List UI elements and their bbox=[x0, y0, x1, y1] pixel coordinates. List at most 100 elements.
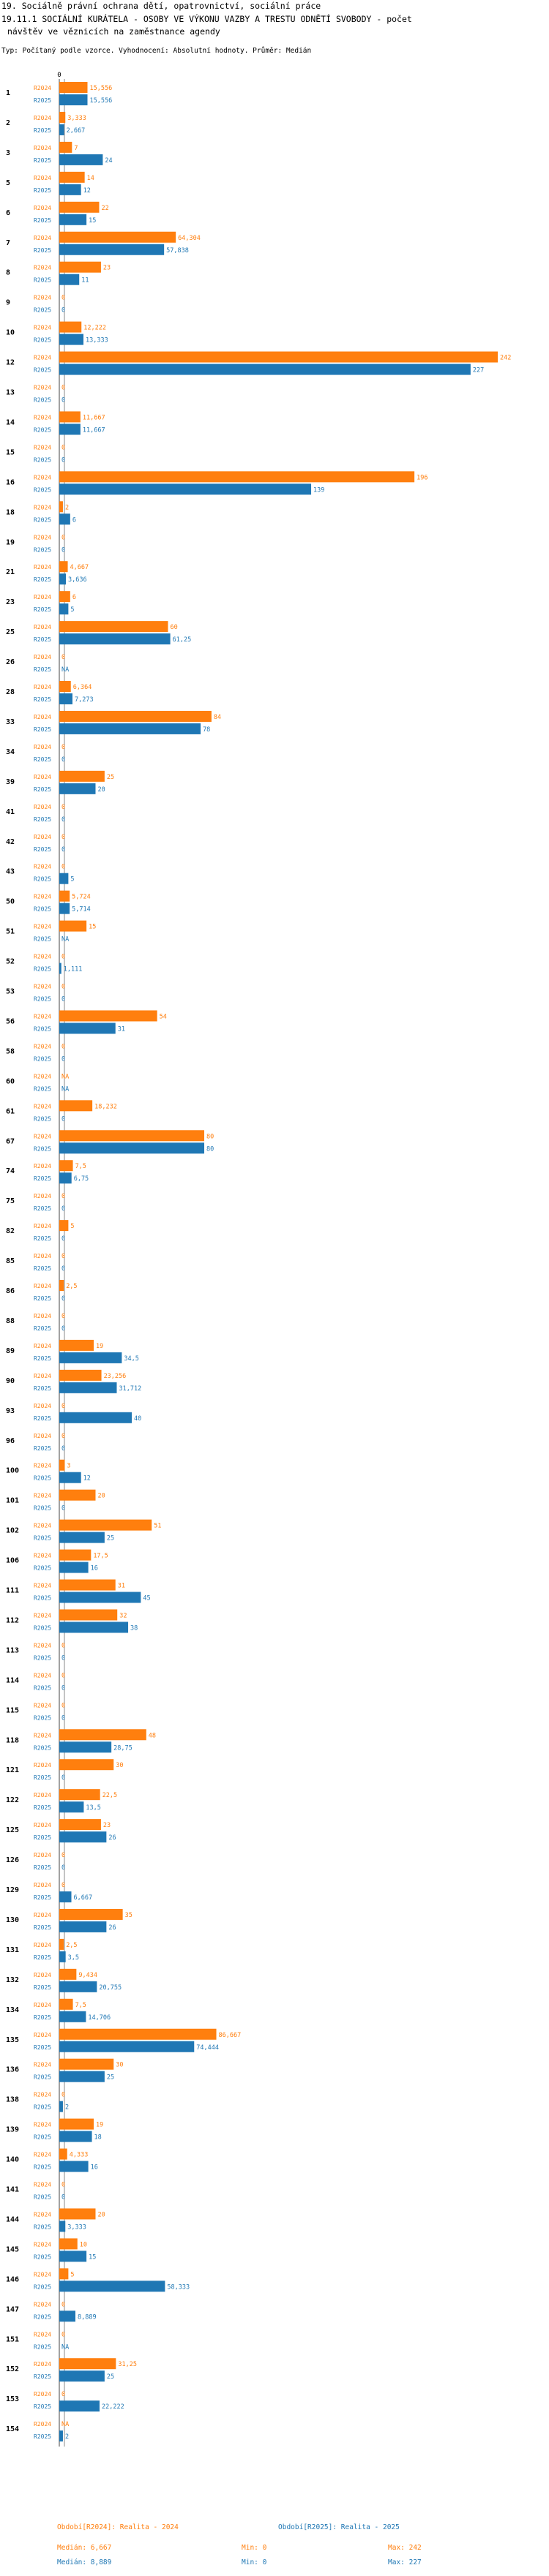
category-label: 74 bbox=[6, 1167, 15, 1175]
series-label-r2024: R2024 bbox=[34, 774, 51, 780]
value-label-r2025: 31,712 bbox=[119, 1385, 141, 1393]
bar-r2025 bbox=[59, 2251, 87, 2262]
series-label-r2025: R2025 bbox=[34, 486, 51, 493]
category-label: 26 bbox=[6, 658, 15, 666]
series-label-r2024: R2024 bbox=[34, 85, 51, 91]
value-label-r2024: 80 bbox=[206, 1133, 214, 1140]
series-label-r2024: R2024 bbox=[34, 1013, 51, 1020]
category-label: 85 bbox=[6, 1257, 15, 1265]
series-label-r2024: R2024 bbox=[34, 205, 51, 211]
category-label: 75 bbox=[6, 1197, 15, 1205]
series-label-r2025: R2025 bbox=[34, 1145, 51, 1152]
bar-r2024 bbox=[59, 411, 81, 423]
report-indicator-title-cont: návštěv ve věznicích na zaměstnance agen… bbox=[7, 26, 220, 37]
category-label: 12 bbox=[6, 359, 15, 367]
bar-r2025 bbox=[59, 154, 103, 165]
series-label-r2025: R2025 bbox=[34, 1115, 51, 1122]
series-label-r2025: R2025 bbox=[34, 576, 51, 583]
bar-r2024 bbox=[59, 141, 72, 153]
value-label-r2025: 12 bbox=[83, 187, 91, 195]
category-label: 136 bbox=[6, 2066, 19, 2074]
series-label-r2024: R2024 bbox=[34, 414, 51, 421]
value-label-r2024: 32 bbox=[119, 1612, 127, 1619]
category-label: 151 bbox=[6, 2335, 19, 2343]
category-label: 1 bbox=[6, 89, 10, 97]
bar-r2024 bbox=[59, 1369, 102, 1381]
bar-r2024 bbox=[59, 351, 498, 363]
bar-r2024 bbox=[59, 321, 82, 333]
series-label-r2025: R2025 bbox=[34, 1864, 51, 1871]
value-label-r2024: 0 bbox=[61, 1313, 65, 1320]
value-label-r2024: 30 bbox=[116, 1762, 123, 1769]
value-label-r2024: 0 bbox=[61, 834, 65, 841]
bar-r2024 bbox=[59, 561, 68, 573]
bar-r2024 bbox=[59, 2238, 78, 2250]
value-label-r2025: 227 bbox=[473, 367, 484, 374]
value-label-r2024: 0 bbox=[61, 1852, 65, 1859]
series-label-r2024: R2024 bbox=[34, 2301, 51, 2308]
value-label-r2024: 23,256 bbox=[104, 1373, 127, 1380]
series-label-r2024: R2024 bbox=[34, 385, 51, 391]
value-label-r2025: 25 bbox=[107, 2074, 114, 2082]
series-label-r2025: R2025 bbox=[34, 636, 51, 643]
value-label-r2025: 3,333 bbox=[67, 2223, 86, 2231]
legend-r2025-min: Min: 0 bbox=[242, 2558, 267, 2566]
value-label-r2024: 35 bbox=[125, 1912, 132, 1919]
value-label-r2024: 20 bbox=[98, 1493, 105, 1500]
value-label-r2025: 6,667 bbox=[74, 1894, 93, 1902]
value-label-r2024: 14 bbox=[87, 175, 94, 182]
value-label-r2024: 0 bbox=[61, 744, 65, 751]
value-label-r2024: 2,5 bbox=[66, 1942, 77, 1949]
value-label-r2024: 7,5 bbox=[75, 2002, 86, 2009]
bar-r2025 bbox=[59, 873, 69, 884]
value-label-r2024: 0 bbox=[61, 1253, 65, 1260]
bar-r2024 bbox=[59, 1339, 94, 1351]
value-label-r2025: 0 bbox=[61, 1205, 65, 1213]
value-label-r2025: 13,333 bbox=[86, 337, 108, 344]
value-label-r2025: 0 bbox=[61, 1774, 65, 1782]
value-label-r2024: 0 bbox=[61, 1702, 65, 1709]
bar-r2024 bbox=[59, 501, 63, 513]
series-label-r2025: R2025 bbox=[34, 1265, 51, 1272]
report-type-line: Typ: Počítaný podle vzorce. Vyhodnocení:… bbox=[1, 47, 312, 55]
series-label-r2024: R2024 bbox=[34, 804, 51, 810]
category-label: 154 bbox=[6, 2425, 19, 2433]
series-label-r2024: R2024 bbox=[34, 1253, 51, 1259]
value-label-r2025: 58,333 bbox=[167, 2283, 190, 2291]
category-label: 135 bbox=[6, 2036, 19, 2044]
value-label-r2025: 28,75 bbox=[113, 1744, 132, 1752]
value-label-r2024: 2 bbox=[65, 504, 69, 511]
category-label: 90 bbox=[6, 1377, 15, 1385]
category-label: 139 bbox=[6, 2126, 19, 2134]
bar-r2024 bbox=[59, 2208, 96, 2220]
series-label-r2024: R2024 bbox=[34, 2331, 51, 2338]
bar-r2025 bbox=[59, 364, 471, 375]
bar-r2025 bbox=[59, 184, 81, 195]
value-label-r2025: 0 bbox=[61, 1055, 65, 1063]
bar-r2024 bbox=[59, 1579, 116, 1591]
value-label-r2024: 10 bbox=[80, 2241, 87, 2248]
bar-r2025 bbox=[59, 2221, 66, 2232]
series-label-r2024: R2024 bbox=[34, 1583, 51, 1589]
value-label-r2024: 0 bbox=[61, 2301, 65, 2308]
category-label: 58 bbox=[6, 1047, 15, 1055]
category-label: 153 bbox=[6, 2395, 19, 2403]
value-label-r2025: 15,556 bbox=[90, 97, 113, 105]
value-label-r2024: 6,364 bbox=[73, 684, 92, 691]
series-label-r2024: R2024 bbox=[34, 2062, 51, 2068]
bar-r2024 bbox=[59, 1100, 93, 1112]
value-label-r2024: 0 bbox=[61, 2331, 65, 2338]
bar-r2025 bbox=[59, 1921, 107, 1932]
category-label: 14 bbox=[6, 418, 15, 426]
bar-r2025 bbox=[59, 1562, 89, 1573]
value-label-r2025: 0 bbox=[61, 996, 65, 1003]
category-label: 8 bbox=[6, 269, 10, 277]
series-label-r2024: R2024 bbox=[34, 1642, 51, 1649]
value-label-r2024: 64,304 bbox=[178, 235, 201, 242]
series-label-r2024: R2024 bbox=[34, 2182, 51, 2188]
series-label-r2024: R2024 bbox=[34, 1942, 51, 1948]
category-label: 122 bbox=[6, 1796, 19, 1804]
value-label-r2024: 7,5 bbox=[75, 1163, 86, 1170]
value-label-r2024: 31 bbox=[118, 1583, 125, 1590]
bar-r2024 bbox=[59, 920, 87, 932]
